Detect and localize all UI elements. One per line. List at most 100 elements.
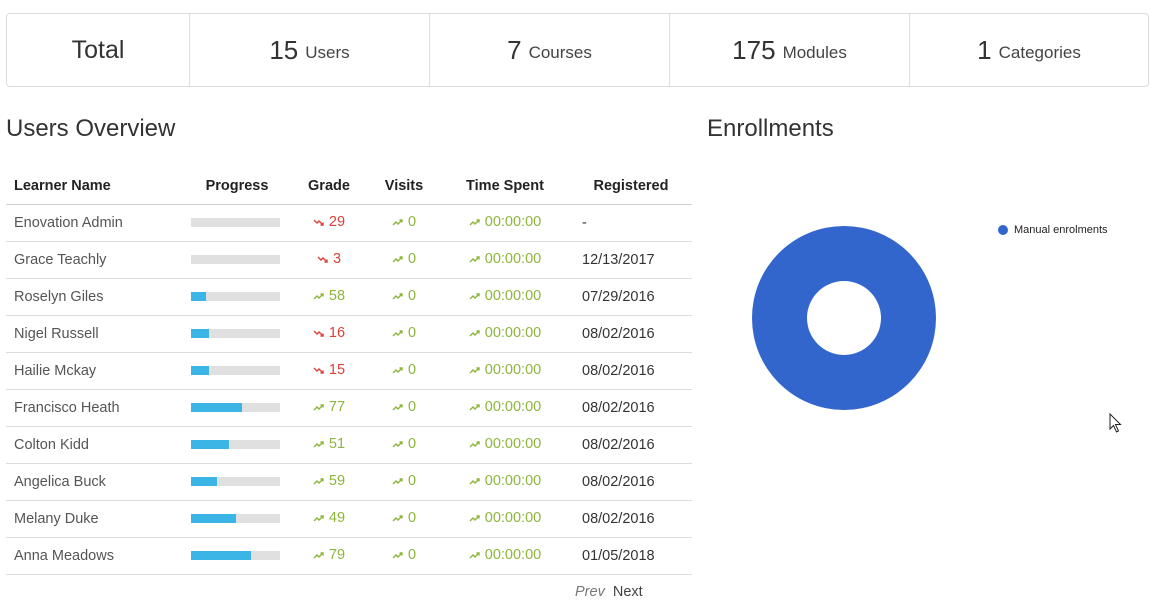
stat-courses: 7 Courses bbox=[430, 14, 670, 86]
time-spent-value: 00:00:00 bbox=[484, 325, 542, 342]
table-row[interactable]: Anna Meadows 79 0 00:00:00 01/05/2018 bbox=[6, 537, 692, 575]
column-header-registered[interactable]: Registered bbox=[570, 168, 692, 205]
prev-page-link[interactable]: Prev bbox=[575, 584, 605, 600]
grade-value: 29 bbox=[328, 214, 346, 231]
progress-cell bbox=[184, 500, 290, 538]
time-spent-value: 00:00:00 bbox=[484, 473, 542, 490]
table-row[interactable]: Angelica Buck 59 0 00:00:00 08/02/2016 bbox=[6, 463, 692, 501]
registered-date: 08/02/2016 bbox=[570, 389, 692, 427]
trend-up-icon bbox=[469, 218, 480, 227]
time-spent-value: 00:00:00 bbox=[484, 288, 542, 305]
grade-cell: 29 bbox=[290, 204, 368, 242]
table-row[interactable]: Francisco Heath 77 0 00:00:00 08/02/2016 bbox=[6, 389, 692, 427]
progress-cell bbox=[184, 315, 290, 353]
table-header-row: Learner Name Progress Grade Visits Time … bbox=[6, 168, 692, 205]
trend-up-icon bbox=[469, 255, 480, 264]
time-spent-value: 00:00:00 bbox=[484, 362, 542, 379]
learner-name[interactable]: Melany Duke bbox=[6, 500, 184, 538]
progress-cell bbox=[184, 463, 290, 501]
progress-cell bbox=[184, 241, 290, 279]
time-spent-cell: 00:00:00 bbox=[440, 389, 570, 427]
table-row[interactable]: Melany Duke 49 0 00:00:00 08/02/2016 bbox=[6, 500, 692, 538]
grade-value: 3 bbox=[332, 251, 342, 268]
learner-name[interactable]: Angelica Buck bbox=[6, 463, 184, 501]
grade-value: 16 bbox=[328, 325, 346, 342]
stat-courses-label: Courses bbox=[528, 43, 592, 62]
table-body: Enovation Admin 29 0 00:00:00- Grace Teachly… bbox=[6, 204, 692, 575]
table-row[interactable]: Nigel Russell 16 0 00:00:00 08/02/2016 bbox=[6, 315, 692, 353]
visits-value: 0 bbox=[407, 325, 417, 342]
column-header-progress[interactable]: Progress bbox=[184, 168, 290, 205]
grade-cell: 15 bbox=[290, 352, 368, 390]
table-row[interactable]: Colton Kidd 51 0 00:00:00 08/02/2016 bbox=[6, 426, 692, 464]
visits-value: 0 bbox=[407, 362, 417, 379]
grade-value: 15 bbox=[328, 362, 346, 379]
progress-cell bbox=[184, 389, 290, 427]
visits-value: 0 bbox=[407, 473, 417, 490]
learner-name[interactable]: Roselyn Giles bbox=[6, 278, 184, 316]
progress-fill bbox=[191, 551, 251, 560]
trend-up-icon bbox=[469, 292, 480, 301]
learner-name[interactable]: Grace Teachly bbox=[6, 241, 184, 279]
visits-value: 0 bbox=[407, 436, 417, 453]
time-spent-cell: 00:00:00 bbox=[440, 500, 570, 538]
column-header-learner-name[interactable]: Learner Name bbox=[6, 168, 184, 205]
table-row[interactable]: Enovation Admin 29 0 00:00:00 - bbox=[6, 204, 692, 242]
table-row[interactable]: Roselyn Giles 58 0 00:00:00 07/29/2016 bbox=[6, 278, 692, 316]
visits-value: 0 bbox=[407, 399, 417, 416]
learner-name[interactable]: Nigel Russell bbox=[6, 315, 184, 353]
visits-cell: 0 bbox=[368, 463, 440, 501]
progress-bar bbox=[191, 329, 280, 338]
progress-bar bbox=[191, 255, 280, 264]
learner-name[interactable]: Francisco Heath bbox=[6, 389, 184, 427]
time-spent-cell: 00:00:00 bbox=[440, 537, 570, 575]
visits-cell: 0 bbox=[368, 278, 440, 316]
trend-up-icon bbox=[469, 514, 480, 523]
progress-fill bbox=[191, 403, 242, 412]
trend-up-icon bbox=[313, 551, 324, 560]
column-header-visits[interactable]: Visits bbox=[368, 168, 440, 205]
progress-fill bbox=[191, 514, 236, 523]
trend-down-icon bbox=[317, 255, 328, 264]
table-row[interactable]: Grace Teachly 3 0 00:00:00 12/13/2017 bbox=[6, 241, 692, 279]
table-row[interactable]: Hailie Mckay 15 0 00:00:00 08/02/2016 bbox=[6, 352, 692, 390]
visits-cell: 0 bbox=[368, 352, 440, 390]
trend-up-icon bbox=[313, 514, 324, 523]
progress-bar bbox=[191, 514, 280, 523]
grade-value: 79 bbox=[328, 547, 346, 564]
visits-value: 0 bbox=[407, 510, 417, 527]
time-spent-cell: 00:00:00 bbox=[440, 241, 570, 279]
trend-up-icon bbox=[469, 329, 480, 338]
learner-name[interactable]: Hailie Mckay bbox=[6, 352, 184, 390]
totals-label: Total bbox=[7, 14, 190, 86]
column-header-grade[interactable]: Grade bbox=[290, 168, 368, 205]
trend-up-icon bbox=[469, 366, 480, 375]
trend-up-icon bbox=[392, 292, 403, 301]
trend-up-icon bbox=[392, 477, 403, 486]
column-header-time-spent[interactable]: Time Spent bbox=[440, 168, 570, 205]
time-spent-cell: 00:00:00 bbox=[440, 352, 570, 390]
users-table: Learner Name Progress Grade Visits Time … bbox=[6, 168, 692, 575]
progress-bar bbox=[191, 403, 280, 412]
visits-cell: 0 bbox=[368, 315, 440, 353]
trend-up-icon bbox=[392, 440, 403, 449]
visits-value: 0 bbox=[407, 288, 417, 305]
learner-name[interactable]: Anna Meadows bbox=[6, 537, 184, 575]
registered-date: 08/02/2016 bbox=[570, 463, 692, 501]
stat-modules: 175 Modules bbox=[670, 14, 910, 86]
time-spent-cell: 00:00:00 bbox=[440, 278, 570, 316]
visits-value: 0 bbox=[407, 214, 417, 231]
progress-fill bbox=[191, 292, 207, 301]
grade-cell: 51 bbox=[290, 426, 368, 464]
trend-up-icon bbox=[392, 329, 403, 338]
grade-cell: 3 bbox=[290, 241, 368, 279]
grade-cell: 49 bbox=[290, 500, 368, 538]
learner-name[interactable]: Enovation Admin bbox=[6, 204, 184, 242]
progress-bar bbox=[191, 477, 280, 486]
next-page-link[interactable]: Next bbox=[612, 584, 643, 600]
time-spent-cell: 00:00:00 bbox=[440, 426, 570, 464]
trend-up-icon bbox=[392, 366, 403, 375]
donut-slice-manual-enrolments[interactable] bbox=[752, 226, 936, 410]
learner-name[interactable]: Colton Kidd bbox=[6, 426, 184, 464]
trend-down-icon bbox=[313, 329, 324, 338]
